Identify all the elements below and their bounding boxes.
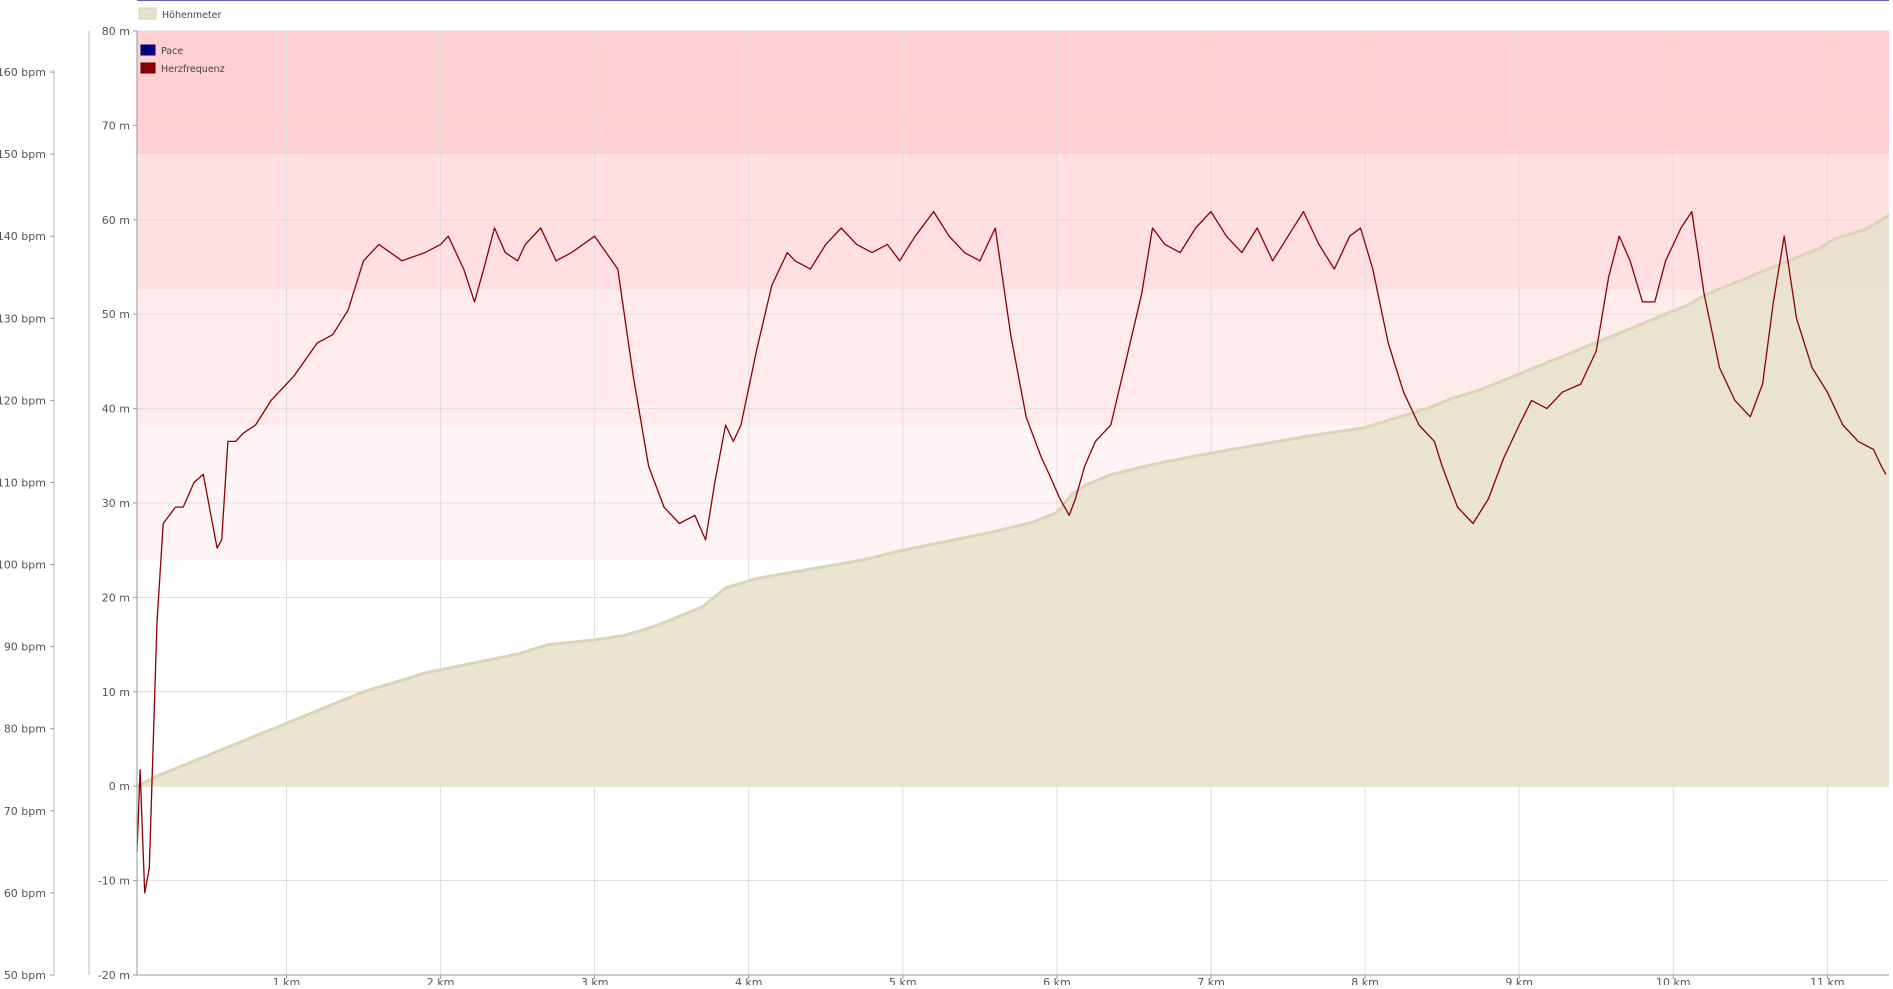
- elevation-tick-label: 0 m: [109, 780, 130, 793]
- heart-rate-tick-label: 160 bpm: [0, 66, 46, 79]
- legend-item-h-henmeter[interactable]: Höhenmeter: [138, 7, 222, 21]
- legend: Höhenmeter Pace Herzfrequenz: [138, 7, 225, 75]
- legend-swatch: [138, 7, 157, 20]
- x-tick-label: 3 km: [581, 976, 609, 985]
- x-tick-label: 2 km: [427, 976, 455, 985]
- x-tick-label: 9 km: [1505, 976, 1533, 985]
- series-h-henmeter-area: [137, 215, 1889, 787]
- heart-rate-tick-label: 90 bpm: [4, 641, 46, 654]
- elevation-tick-label: 60 m: [102, 214, 130, 227]
- heart-rate-tick-label: 150 bpm: [0, 148, 46, 161]
- heart-rate-tick-label: 50 bpm: [4, 969, 46, 982]
- heart-rate-zone-1: [137, 31, 1889, 155]
- legend-item-pace[interactable]: Pace: [140, 44, 183, 57]
- legend-label: Herzfrequenz: [161, 64, 225, 75]
- heart-rate-tick-label: 110 bpm: [0, 476, 46, 489]
- elevation-tick-label: 50 m: [102, 308, 130, 321]
- series-herzfrequenz-line: [136, 210, 1887, 894]
- heart-rate-tick-label: 70 bpm: [4, 805, 46, 818]
- heart-rate-tick-label: 100 bpm: [0, 559, 46, 572]
- legend-label: Höhenmeter: [162, 10, 222, 21]
- heart-rate-tick-label: 140 bpm: [0, 230, 46, 243]
- x-tick-label: 1 km: [273, 976, 301, 985]
- x-tick-label: 8 km: [1351, 976, 1379, 985]
- elevation-tick-label: 20 m: [102, 591, 130, 604]
- x-tick-label: 6 km: [1043, 976, 1071, 985]
- elevation-tick-label: -10 m: [98, 875, 130, 888]
- x-tick-label: 11 km: [1810, 976, 1845, 985]
- elevation-tick-label: 30 m: [102, 497, 130, 510]
- elevation-tick-label: -20 m: [98, 969, 130, 982]
- elevation-tick-label: 70 m: [102, 119, 130, 132]
- heart-rate-tick-label: 130 bpm: [0, 312, 46, 325]
- legend-label: Pace: [161, 46, 183, 57]
- heart-rate-tick-label: 120 bpm: [0, 394, 46, 407]
- legend-item-herzfrequenz[interactable]: Herzfrequenz: [140, 62, 225, 75]
- heart-rate-tick-label: 60 bpm: [4, 887, 46, 900]
- legend-swatch: [140, 62, 156, 74]
- heart-rate-zone-2: [137, 154, 1889, 290]
- x-tick-label: 7 km: [1197, 976, 1225, 985]
- heart-rate-tick-label: 80 bpm: [4, 723, 46, 736]
- elevation-tick-label: 40 m: [102, 403, 130, 416]
- x-tick-label: 10 km: [1656, 976, 1691, 985]
- plot-series: [136, 0, 1890, 894]
- x-tick-label: 5 km: [889, 976, 917, 985]
- elevation-tick-label: 10 m: [102, 686, 130, 699]
- elevation-tick-label: 80 m: [102, 25, 130, 38]
- series-h-henmeter-edge: [136, 213, 1890, 788]
- x-tick-label: 4 km: [735, 976, 763, 985]
- legend-swatch: [140, 44, 156, 56]
